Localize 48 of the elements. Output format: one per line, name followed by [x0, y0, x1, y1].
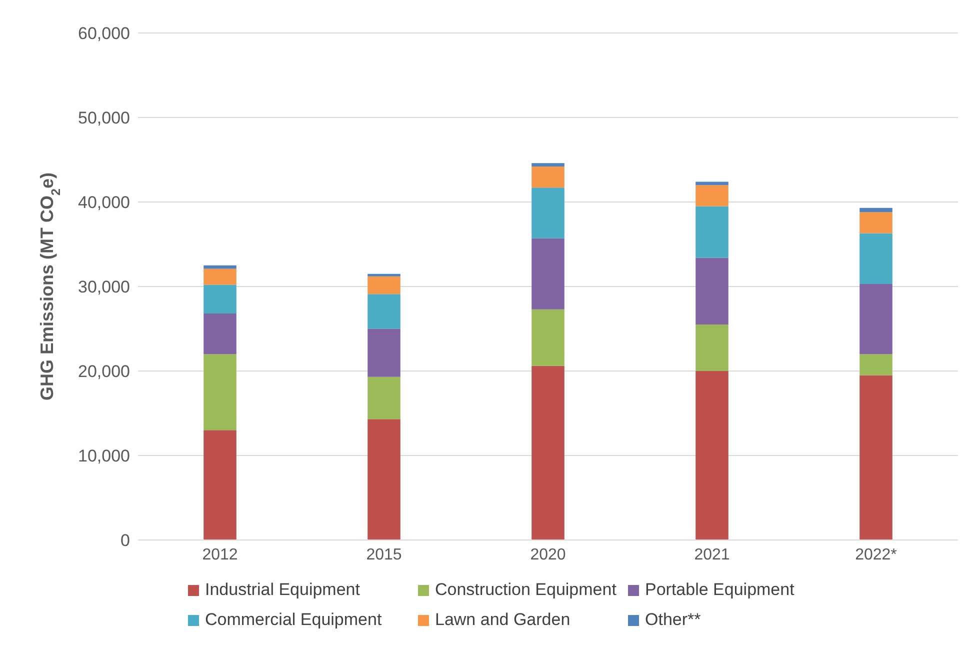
- legend-label: Other**: [644, 610, 702, 630]
- bar: [696, 182, 728, 186]
- x-tick-label: 2022*: [855, 546, 897, 564]
- bar: [368, 419, 400, 540]
- bar: [532, 309, 564, 366]
- bar: [532, 166, 564, 188]
- y-tick-label: 60,000: [78, 24, 130, 44]
- bar: [368, 328, 400, 377]
- bar: [860, 375, 892, 540]
- y-tick-label: 50,000: [78, 108, 130, 128]
- x-tick-label: 2020: [530, 546, 566, 564]
- legend-label: Industrial Equipment: [204, 580, 361, 600]
- y-tick-label: 20,000: [78, 362, 130, 382]
- bar: [368, 376, 400, 420]
- bar: [860, 233, 892, 284]
- bar: [368, 274, 400, 276]
- bar: [696, 258, 728, 325]
- bar: [368, 276, 400, 294]
- bar: [696, 206, 728, 258]
- y-tick-label: 40,000: [78, 193, 130, 212]
- y-tick-label: 30,000: [78, 278, 130, 297]
- bar: [860, 212, 892, 234]
- bar: [532, 238, 564, 310]
- bar: [860, 284, 892, 354]
- bar: [532, 163, 564, 167]
- y-tick-label: 10,000: [78, 446, 130, 466]
- bar: [532, 188, 564, 238]
- y-tick-label: 0: [120, 531, 130, 550]
- bar: [204, 354, 236, 430]
- bar: [204, 314, 236, 354]
- legend-label: Portable Equipment: [644, 580, 796, 600]
- legend-label: Lawn and Garden: [434, 610, 572, 630]
- bar: [368, 294, 400, 329]
- bar: [860, 208, 892, 212]
- bar: [696, 324, 728, 371]
- legend-label: Commercial Equipment: [204, 610, 383, 630]
- legend-label: Construction Equipment: [434, 580, 618, 600]
- bar: [204, 430, 236, 540]
- bar: [204, 284, 236, 314]
- bar: [696, 185, 728, 206]
- bar: [204, 268, 236, 285]
- x-tick-label: 2021: [694, 546, 730, 564]
- bar: [204, 265, 236, 269]
- bar: [532, 366, 564, 540]
- x-tick-label: 2012: [202, 546, 238, 564]
- bar: [860, 354, 892, 376]
- bar: [696, 371, 728, 540]
- x-tick-label: 2015: [366, 546, 402, 564]
